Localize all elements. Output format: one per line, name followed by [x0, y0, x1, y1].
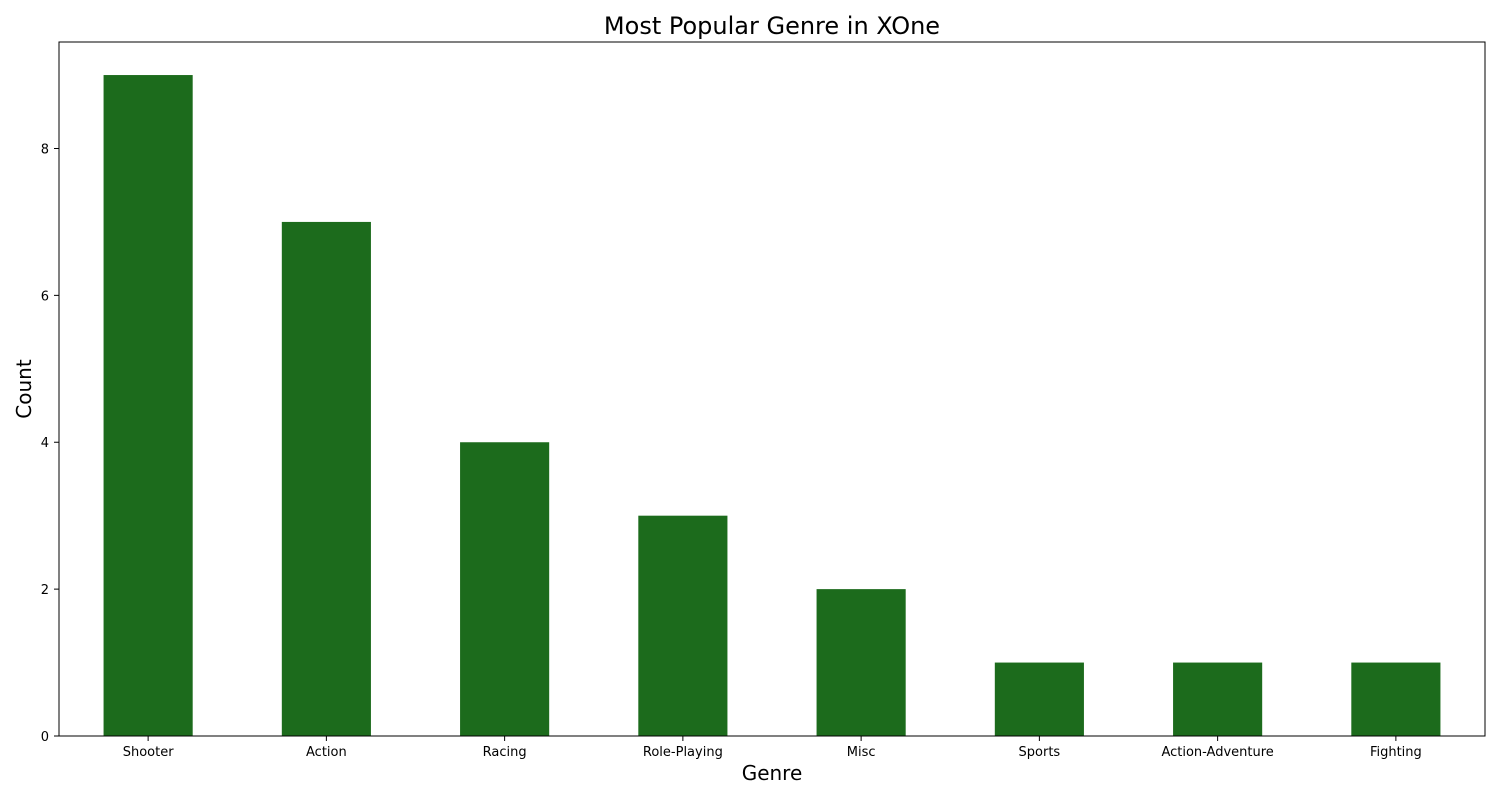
- bar-misc: [816, 589, 906, 736]
- x-axis-title: Genre: [742, 761, 803, 785]
- chart-title: Most Popular Genre in XOne: [604, 12, 940, 40]
- x-axis: Shooter Action Racing Role-Playing Misc Sport…: [123, 736, 1422, 760]
- y-tick-label: 4: [41, 436, 49, 451]
- bar-role-playing: [638, 515, 728, 736]
- bar-fighting: [1351, 662, 1441, 736]
- bar-shooter: [103, 75, 193, 737]
- x-tick-label: Racing: [483, 745, 527, 760]
- y-axis-title: Count: [12, 359, 36, 419]
- x-tick-label: Fighting: [1370, 745, 1422, 760]
- y-tick-label: 0: [41, 730, 49, 745]
- y-tick-label: 8: [41, 142, 49, 157]
- bar-action-adventure: [1173, 662, 1263, 736]
- y-axis: 0 2 4 6 8: [41, 142, 59, 745]
- bars-layer: [103, 75, 1441, 737]
- x-tick-label: Sports: [1019, 745, 1061, 760]
- x-tick-label: Action-Adventure: [1161, 745, 1273, 760]
- y-tick-label: 6: [41, 289, 49, 304]
- y-tick-label: 2: [41, 583, 49, 598]
- bar-action: [281, 221, 371, 737]
- x-tick-label: Shooter: [123, 745, 174, 760]
- bar-sports: [994, 662, 1084, 736]
- plot-frame: [58, 41, 1486, 737]
- x-tick-label: Role-Playing: [643, 745, 723, 760]
- bar-racing: [460, 442, 550, 736]
- x-tick-label: Action: [306, 745, 347, 760]
- x-tick-label: Misc: [847, 745, 876, 760]
